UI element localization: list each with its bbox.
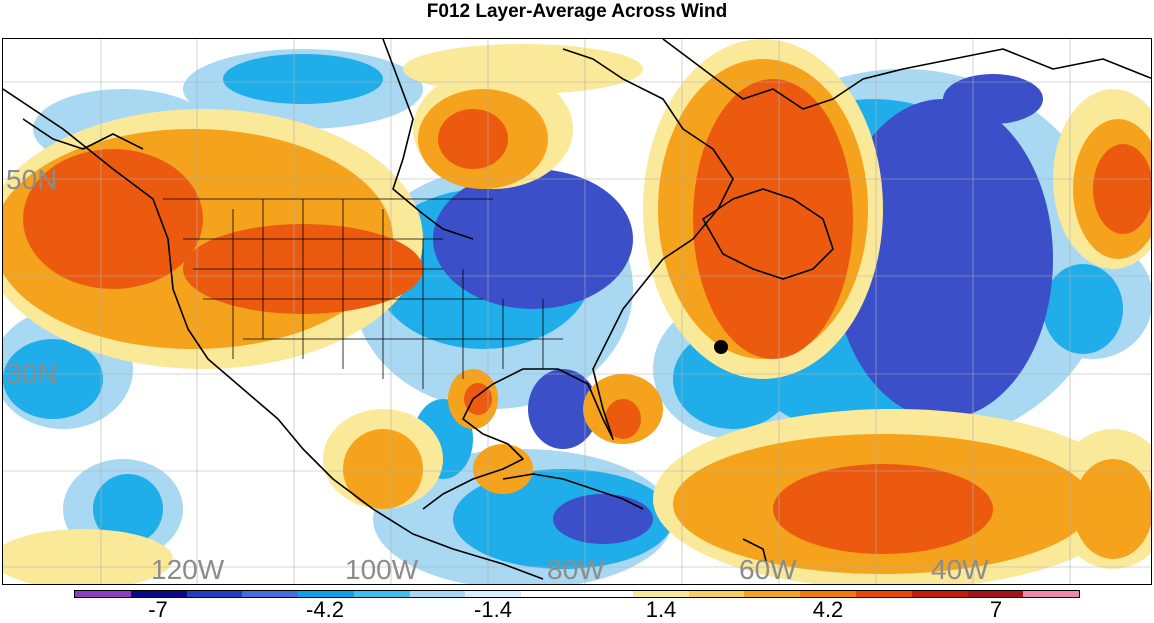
colorbar-label-neg7: -7 [148, 597, 168, 622]
colorbar-swatch [242, 591, 299, 597]
colorbar-swatch [521, 591, 578, 597]
colorbar-label-4-2: 4.2 [812, 597, 844, 622]
plot-title: F012 Layer-Average Across Wind [426, 1, 728, 22]
colorbar-label-neg4-2: -4.2 [306, 597, 344, 622]
political-boundaries [163, 198, 563, 389]
colorbar-label-neg1-4: -1.4 [474, 597, 512, 622]
colorbar-swatch [1023, 591, 1080, 597]
graticule [3, 39, 1151, 584]
coastlines [3, 39, 1151, 580]
colorbar [74, 590, 1080, 598]
colorbar-swatch [75, 591, 131, 597]
colorbar-swatch [688, 591, 745, 597]
colorbar-swatch [409, 591, 466, 597]
lon-label-40w: 40W [931, 554, 989, 585]
lat-label-50n: 50N [6, 164, 58, 195]
colorbar-swatch [577, 591, 633, 597]
colorbar-swatch [911, 591, 968, 597]
map-panel [2, 38, 1152, 585]
colorbar-label-1-4: 1.4 [645, 597, 677, 622]
colorbar-swatch [298, 591, 354, 597]
colorbar-label-7: 7 [989, 597, 1003, 622]
colorbar-swatch [130, 591, 187, 597]
colorbar-swatch [353, 591, 410, 597]
colorbar-swatch [800, 591, 856, 597]
colorbar-swatch [186, 591, 243, 597]
colorbar-swatch [744, 591, 801, 597]
lat-label-30n: 30N [6, 358, 58, 389]
positive-anomaly-strong-fields [23, 79, 1151, 554]
lon-label-100w: 100W [345, 554, 419, 585]
lon-label-120w: 120W [151, 554, 225, 585]
storm-center-marker [714, 340, 728, 354]
colorbar-swatch [967, 591, 1024, 597]
colorbar-swatch [465, 591, 522, 597]
colorbar-swatch [855, 591, 912, 597]
map-canvas [3, 39, 1151, 584]
lon-label-80w: 80W [547, 554, 605, 585]
lon-label-60w: 60W [739, 554, 797, 585]
colorbar-swatch [632, 591, 689, 597]
